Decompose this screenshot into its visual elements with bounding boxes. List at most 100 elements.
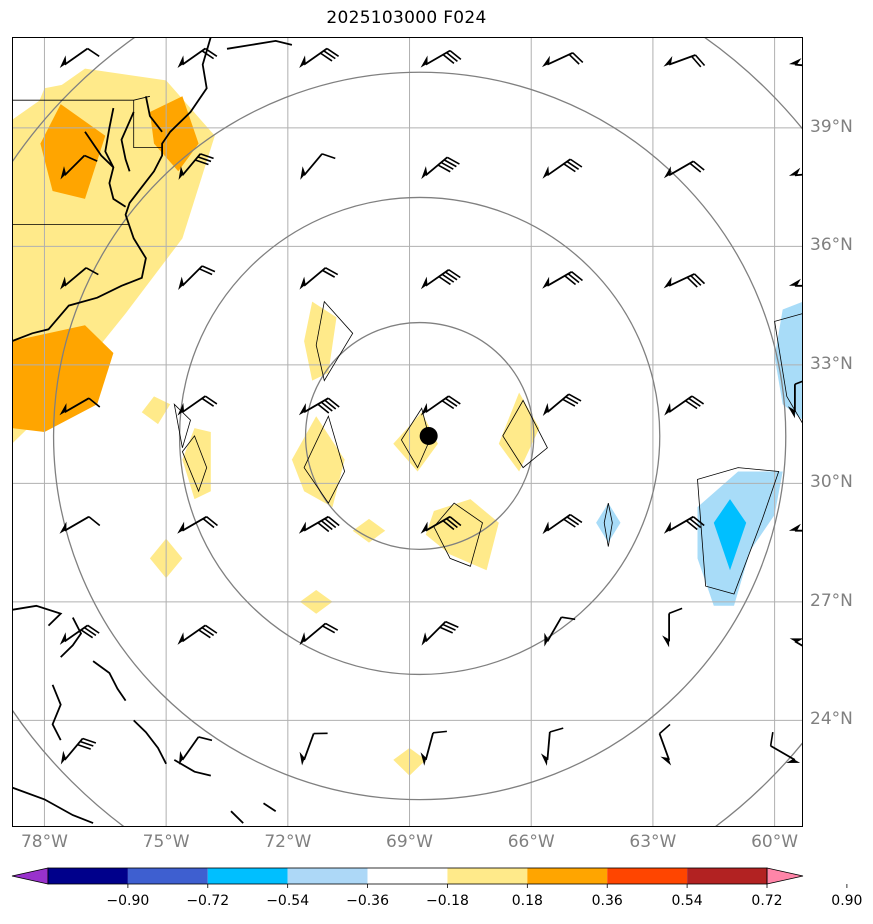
anomaly-region-19	[713, 499, 747, 571]
anomaly-region-7	[141, 396, 171, 425]
lon-tick-label: 63°W	[629, 832, 677, 852]
anomaly-region-4	[12, 325, 114, 432]
wind-barb	[788, 58, 803, 68]
wind-barb	[789, 638, 803, 657]
coastline-15	[263, 802, 277, 812]
state-border-1	[133, 100, 163, 148]
contour-outline-4	[433, 502, 483, 567]
colorbar-tick-label: −0.90	[106, 893, 150, 909]
colorbar-tick-label: 0.72	[751, 893, 783, 909]
wind-barb	[178, 736, 213, 765]
wind-barb	[299, 622, 339, 646]
map-frame	[12, 37, 803, 827]
colorbar-cell	[48, 868, 128, 884]
colorbar-cell	[527, 868, 608, 884]
contour-outline-1	[303, 415, 346, 504]
wind-barb	[298, 397, 340, 416]
colorbar-cell	[447, 868, 528, 884]
contour-outline-8	[697, 467, 780, 595]
anomaly-region-12	[352, 518, 386, 543]
wind-barb	[663, 54, 706, 68]
wind-barb	[300, 153, 336, 180]
colorbar-tick-label: 0.90	[831, 893, 863, 909]
colorbar-cell	[127, 868, 208, 884]
colorbar-tick-label: −0.72	[186, 893, 230, 909]
colorbar-tick-label: −0.36	[346, 893, 389, 909]
colorbar-cell	[607, 868, 688, 884]
wind-barb	[658, 723, 672, 766]
wind-barb	[542, 271, 583, 289]
wind-barb	[542, 158, 583, 179]
wind-barb	[59, 397, 101, 416]
coastline-14	[230, 810, 244, 824]
wind-barb	[788, 523, 803, 532]
lat-tick-label: 33°N	[810, 353, 853, 374]
contour-outline-7	[603, 503, 613, 547]
anomaly-region-8	[291, 416, 345, 508]
lat-tick-label: 27°N	[810, 590, 853, 611]
coastline-9	[92, 660, 127, 702]
range-ring-2	[52, 71, 787, 801]
lon-tick-label: 78°W	[20, 832, 68, 852]
colorbar-tick-label: 0.54	[671, 893, 703, 909]
colorbar-cell	[687, 868, 767, 884]
coastline-13	[12, 786, 94, 824]
lon-tick-label: 75°W	[142, 832, 190, 852]
lon-tick-label: 66°W	[507, 832, 555, 852]
wind-barb	[420, 395, 461, 416]
contour-outline-5	[181, 435, 208, 493]
coastline-0	[12, 37, 212, 342]
coastline-12	[173, 759, 212, 777]
lon-tick-label: 69°W	[386, 832, 433, 852]
wind-barb	[544, 616, 576, 647]
lon-tick-label: 72°W	[264, 832, 312, 852]
coastline-6	[145, 96, 163, 133]
wind-barb	[177, 395, 218, 416]
wind-barb	[662, 607, 683, 648]
anomaly-region-16	[596, 503, 621, 543]
colorbar-extend-low	[11, 867, 49, 885]
lat-tick-label: 36°N	[810, 235, 853, 256]
wind-barb	[59, 624, 100, 645]
wind-barb	[663, 515, 705, 534]
wind-barb	[178, 265, 216, 291]
contour-outline-0	[315, 300, 354, 382]
anomaly-region-6	[182, 428, 211, 500]
wind-barb	[177, 515, 218, 534]
range-ring-0	[304, 321, 535, 551]
coastline-11	[133, 719, 167, 765]
colorbar-cell	[367, 868, 448, 884]
anomaly-region-11	[425, 499, 499, 571]
wind-barb	[60, 737, 97, 765]
colorbar-cell	[287, 868, 368, 884]
lon-tick-label: 60°W	[751, 832, 799, 852]
wind-barb	[663, 273, 706, 289]
wind-barb	[420, 49, 462, 68]
wind-barb	[421, 156, 460, 180]
contour-outline-layer	[173, 300, 803, 595]
coastline-8	[60, 617, 83, 658]
lat-tick-label: 24°N	[810, 709, 853, 730]
lat-tick-label: 30°N	[810, 472, 853, 493]
range-ring-1	[178, 196, 661, 676]
wind-barb	[542, 393, 582, 417]
wind-barb	[788, 278, 803, 287]
wind-barb	[60, 154, 98, 180]
colorbar-tick-label: −0.54	[266, 893, 310, 909]
wind-barb	[541, 51, 584, 68]
anomaly-region-5	[304, 301, 337, 381]
wind-barb	[60, 267, 99, 290]
contour-outline-9	[774, 313, 803, 425]
state-border-0	[12, 95, 150, 101]
wind-barb	[542, 513, 583, 535]
graticule-layer	[12, 37, 803, 827]
wind-barb	[420, 269, 461, 290]
colorbar	[11, 867, 848, 888]
wind-barb	[59, 515, 101, 534]
coastline-10	[51, 684, 62, 741]
map-panel[interactable]	[12, 37, 803, 827]
colorbar-cell	[207, 868, 288, 884]
contour-outline-3	[502, 399, 548, 469]
wind-barb	[421, 620, 459, 646]
storm-center-marker[interactable]	[419, 426, 438, 445]
